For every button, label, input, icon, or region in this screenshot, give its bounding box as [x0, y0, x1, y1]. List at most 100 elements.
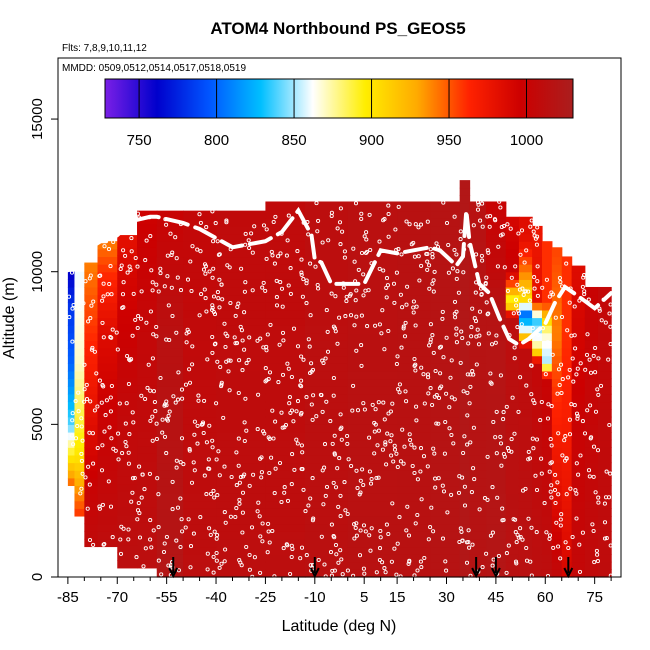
heatmap-cell: [117, 506, 138, 516]
heatmap-cell: [551, 508, 563, 517]
heatmap-cell: [518, 271, 533, 280]
heatmap-cell: [74, 500, 85, 509]
heatmap-cell: [430, 317, 461, 326]
heatmap-cell: [430, 378, 461, 387]
sample-point: [325, 329, 330, 334]
heatmap-cell: [265, 470, 306, 479]
heatmap-cell: [541, 485, 553, 494]
sample-point: [498, 205, 503, 210]
sample-point: [298, 383, 303, 388]
sample-point: [303, 509, 308, 514]
sample-point: [386, 211, 391, 217]
sample-points: [66, 199, 613, 579]
heatmap-cell: [84, 340, 99, 349]
sample-point: [419, 565, 424, 570]
heatmap-cell: [459, 317, 471, 326]
heatmap-cell: [97, 393, 118, 403]
sample-point: [210, 275, 215, 280]
sample-point: [523, 486, 528, 491]
heatmap-cell: [518, 424, 533, 433]
sample-point: [333, 542, 339, 548]
heatmap-cell: [505, 431, 520, 441]
heatmap-cell: [469, 470, 487, 479]
heatmap-cell: [347, 409, 398, 418]
sample-point: [567, 432, 573, 437]
heatmap-cell: [505, 477, 520, 487]
sample-point: [237, 358, 242, 363]
sample-point: [150, 438, 155, 443]
sample-point: [399, 345, 404, 350]
heatmap-cell: [551, 424, 563, 433]
y-tick-label: 5000: [29, 408, 46, 441]
heatmap-cell: [216, 470, 267, 479]
sample-point: [510, 395, 515, 400]
sample-point: [348, 292, 353, 297]
sample-point: [431, 446, 436, 451]
sample-point: [486, 311, 491, 316]
sample-point: [118, 537, 123, 542]
sample-point: [156, 525, 161, 530]
heatmap-cell: [265, 279, 306, 288]
sample-point: [364, 237, 369, 242]
heatmap-cell: [304, 233, 349, 242]
y-tick-label: 10000: [29, 251, 46, 293]
sample-point: [260, 521, 265, 526]
heatmap-cell: [156, 523, 184, 532]
sample-point: [71, 442, 76, 447]
sample-point: [154, 324, 159, 330]
sample-point: [211, 554, 216, 559]
sample-point: [441, 355, 446, 360]
heatmap-cell: [183, 439, 217, 448]
heatmap-cell: [551, 500, 563, 509]
heatmap-cell: [518, 546, 533, 555]
heatmap-cell: [532, 431, 543, 441]
heatmap-cell: [571, 523, 586, 532]
sample-point: [266, 435, 271, 440]
sample-point: [409, 442, 414, 447]
heatmap-cell: [459, 538, 471, 548]
heatmap-cell: [97, 363, 118, 372]
heatmap-cell: [561, 355, 573, 364]
sample-point: [82, 399, 87, 404]
heatmap-cell: [469, 309, 487, 319]
sample-point: [475, 200, 481, 205]
sample-point: [257, 514, 262, 519]
heatmap-cell: [486, 286, 507, 296]
heatmap-cell: [137, 560, 158, 569]
heatmap-cell: [469, 508, 487, 517]
heatmap-cell: [469, 477, 487, 487]
heatmap-cell: [137, 323, 158, 332]
heatmap-cell: [183, 378, 217, 387]
heatmap-cell: [571, 355, 586, 364]
heatmap-cell: [561, 493, 573, 502]
sample-point: [504, 404, 509, 409]
sample-point: [358, 528, 363, 533]
sample-point: [558, 556, 563, 561]
heatmap-cell: [216, 485, 267, 494]
sample-point: [599, 318, 604, 323]
sample-point: [425, 219, 430, 224]
heatmap-cell: [265, 248, 306, 258]
heatmap-cell: [304, 515, 349, 525]
heatmap-cell: [216, 454, 267, 464]
sample-point: [272, 574, 277, 579]
sample-point: [162, 284, 167, 289]
heatmap-cell: [486, 393, 507, 403]
heatmap-cell: [584, 348, 599, 357]
sample-point: [79, 416, 84, 421]
sample-point: [236, 390, 241, 396]
sample-point: [391, 459, 396, 464]
sample-point: [392, 300, 397, 305]
sample-point: [223, 547, 228, 552]
heatmap-cell: [347, 225, 398, 235]
heatmap-cell: [486, 538, 507, 548]
heatmap-cell: [304, 508, 349, 517]
heatmap-cell: [597, 439, 612, 448]
heatmap-cell: [347, 538, 398, 548]
heatmap-cell: [430, 431, 461, 441]
sample-point: [285, 498, 291, 503]
heatmap-cell: [459, 493, 471, 502]
heatmap-cell: [584, 462, 599, 471]
sample-point: [515, 325, 520, 330]
sample-point: [518, 252, 523, 257]
